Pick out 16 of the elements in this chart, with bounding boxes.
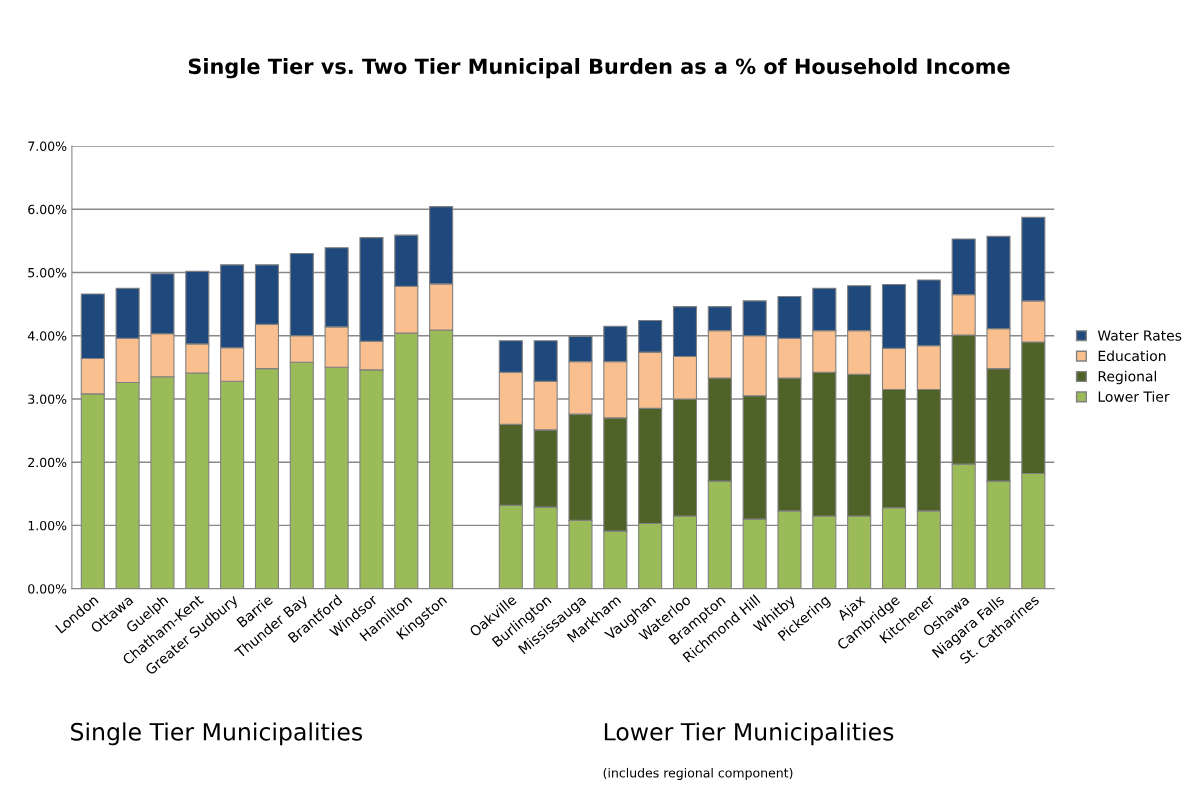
text: Single Tier Municipalities [71,722,363,746]
y-tick-label: 4.00% [27,331,67,341]
y-tick-label: 7.00% [28,141,67,151]
y-tick-label: 0.00% [28,584,67,594]
text: Lower Tier Municipalities [604,722,894,746]
legend-label: Water Rates [1097,330,1182,341]
y-tick-label: 6.00% [28,204,67,215]
y-tick-label: 2.00% [28,457,67,468]
text: (includes regional component) [603,767,793,780]
y-tick-label: 1.00% [28,520,67,531]
legend-label: Education [1098,350,1166,362]
y-tick-label: 3.00% [28,394,67,404]
legend-label: Regional [1098,370,1157,385]
legend-label: Lower Tier [1098,391,1170,402]
y-tick-label: 5.00% [28,267,67,278]
chart-title: Single Tier vs. Two Tier Municipal Burden as a % of Household Income [188,58,1010,79]
